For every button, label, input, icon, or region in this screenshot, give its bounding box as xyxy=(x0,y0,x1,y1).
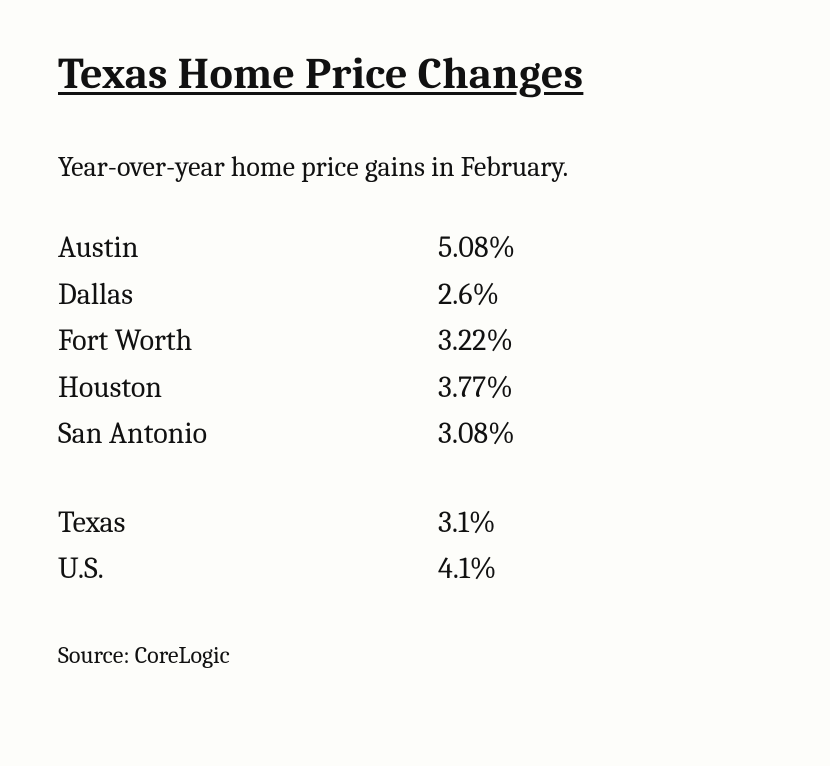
percent-value: 2.6% xyxy=(438,272,499,319)
table-row: Fort Worth 3.22% xyxy=(58,318,772,365)
region-label: Houston xyxy=(58,365,438,412)
percent-value: 5.08% xyxy=(438,225,515,272)
page-title: Texas Home Price Changes xyxy=(58,48,772,99)
percent-value: 4.1% xyxy=(438,546,497,593)
percent-value: 3.08% xyxy=(438,411,515,458)
source-name: CoreLogic xyxy=(135,641,230,669)
region-label: Fort Worth xyxy=(58,318,438,365)
region-label: U.S. xyxy=(58,546,438,593)
region-label: Dallas xyxy=(58,272,438,319)
table-row: San Antonio 3.08% xyxy=(58,411,772,458)
page-subtitle: Year-over-year home price gains in Febru… xyxy=(58,151,772,183)
region-label: Texas xyxy=(58,500,438,547)
region-label: San Antonio xyxy=(58,411,438,458)
table-row: Dallas 2.6% xyxy=(58,272,772,319)
table-row: U.S. 4.1% xyxy=(58,546,772,593)
percent-value: 3.1% xyxy=(438,500,496,547)
region-label: Austin xyxy=(58,225,438,272)
percent-value: 3.22% xyxy=(438,318,513,365)
document-page: Texas Home Price Changes Year-over-year … xyxy=(0,0,830,669)
percent-value: 3.77% xyxy=(438,365,513,412)
group-separator xyxy=(58,458,772,500)
source-line: Source: CoreLogic xyxy=(58,641,772,669)
source-prefix: Source: xyxy=(58,641,135,669)
table-row: Texas 3.1% xyxy=(58,500,772,547)
table-row: Houston 3.77% xyxy=(58,365,772,412)
price-change-table: Austin 5.08% Dallas 2.6% Fort Worth 3.22… xyxy=(58,225,772,593)
table-row: Austin 5.08% xyxy=(58,225,772,272)
